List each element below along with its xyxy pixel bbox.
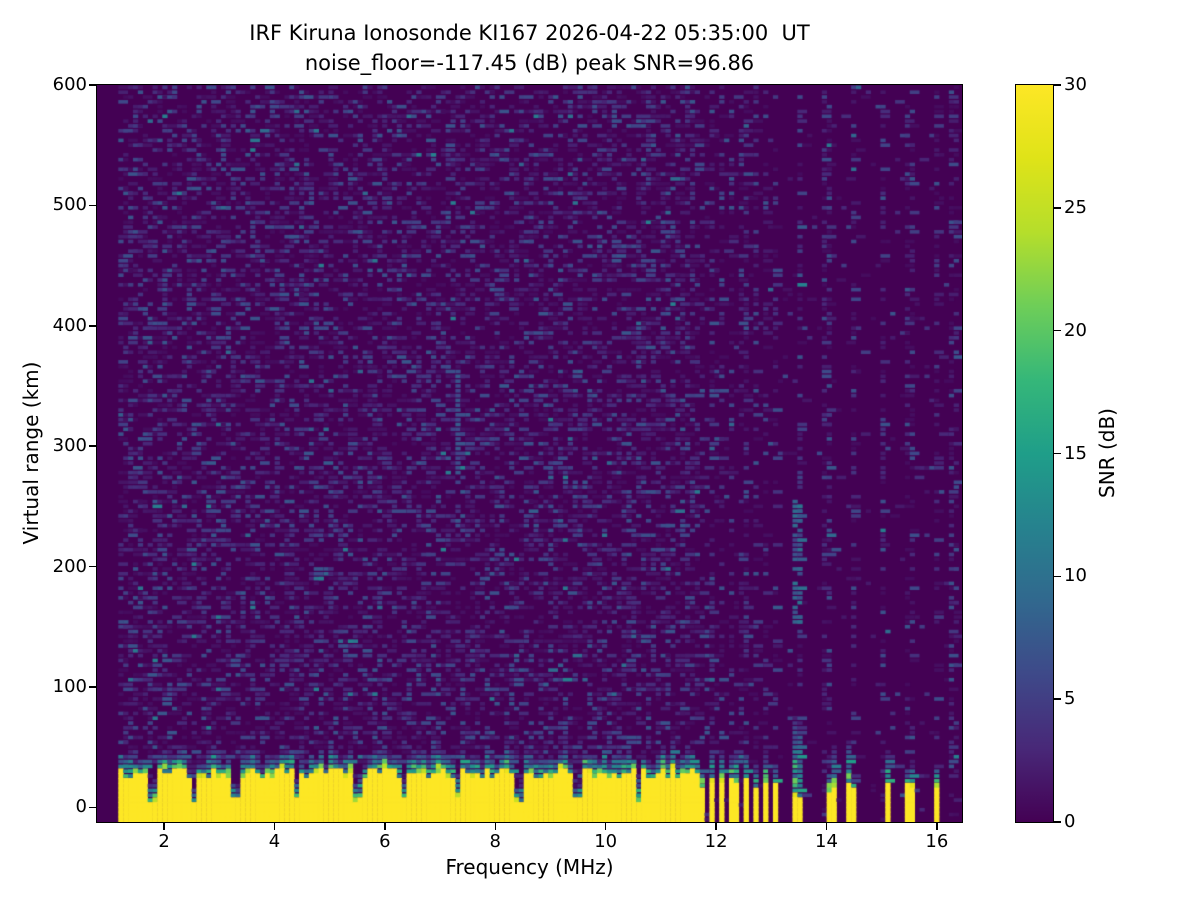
y-axis-label: Virtual range (km) [19,361,43,545]
chart-subtitle: noise_floor=-117.45 (dB) peak SNR=96.86 [304,51,755,75]
x-tick-label: 2 [158,831,170,852]
x-tick-label: 4 [268,831,281,852]
colorbar-tick-label: 15 [1064,442,1087,464]
colorbar-tick-label: 20 [1064,319,1087,341]
y-tick-mark [89,565,96,568]
y-tick-mark [89,445,96,447]
x-tick-label: 6 [379,831,391,852]
x-tick-label: 8 [489,831,501,852]
colorbar-tick-mark [1054,452,1061,455]
x-tick-mark [384,823,386,830]
x-tick-label: 12 [704,831,728,852]
colorbar-tick-label: 25 [1064,196,1087,218]
colorbar-tick-label: 30 [1064,74,1087,95]
colorbar-tick-label: 5 [1064,688,1076,710]
colorbar-tick-mark [1054,698,1061,700]
heatmap-plot [96,84,963,823]
y-tick-mark [89,204,96,207]
x-tick-mark [163,823,165,830]
colorbar-tick-mark [1054,329,1061,332]
x-tick-label: 14 [815,831,838,852]
y-tick-mark [89,84,96,86]
y-tick-label: 400 [52,314,87,336]
y-tick-label: 0 [75,796,87,818]
x-tick-mark [273,823,276,830]
colorbar-tick-mark [1054,84,1061,86]
y-tick-label: 300 [52,435,87,457]
y-tick-label: 600 [52,74,87,95]
x-tick-mark [936,823,938,830]
x-tick-mark [494,823,497,830]
x-tick-label: 10 [594,831,618,852]
colorbar-tick-mark [1054,207,1061,209]
colorbar-tick-label: 0 [1064,811,1076,832]
y-tick-mark [89,325,96,327]
colorbar-tick-mark [1054,575,1061,578]
heatmap-canvas [97,85,962,822]
chart-title: IRF Kiruna Ionosonde KI167 2026-04-22 05… [249,21,810,45]
x-tick-label: 16 [925,831,949,852]
colorbar-label: SNR (dB) [1095,408,1119,498]
y-tick-label: 500 [52,194,87,216]
x-tick-mark [604,823,607,830]
x-axis-label: Frequency (MHz) [445,855,614,879]
colorbar [1015,84,1054,823]
y-tick-mark [89,806,96,809]
y-tick-mark [89,686,96,688]
y-tick-label: 200 [52,555,87,577]
colorbar-tick-label: 10 [1064,565,1087,587]
y-tick-label: 100 [52,675,87,697]
x-tick-mark [715,823,717,830]
colorbar-tick-mark [1054,821,1061,823]
x-tick-mark [825,823,828,830]
